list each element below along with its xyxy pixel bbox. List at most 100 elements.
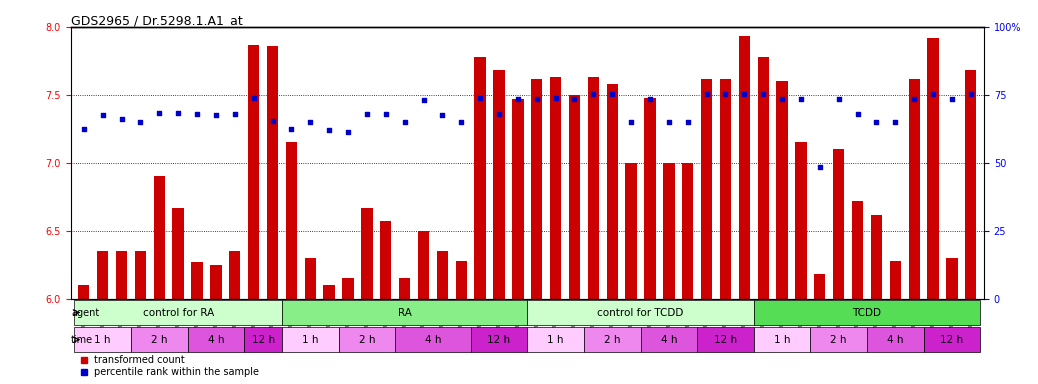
Text: 2 h: 2 h — [830, 335, 847, 345]
Point — [510, 96, 526, 102]
Point — [887, 119, 904, 125]
Bar — [191, 262, 202, 299]
Text: 2 h: 2 h — [604, 335, 621, 345]
Point — [699, 91, 715, 97]
Bar — [754, 300, 980, 325]
Point — [773, 96, 790, 102]
Bar — [172, 208, 184, 299]
Point — [717, 91, 734, 97]
Bar — [754, 328, 811, 352]
Bar — [811, 328, 867, 352]
Point — [660, 119, 677, 125]
Point — [962, 91, 979, 97]
Bar — [267, 46, 278, 299]
Bar — [739, 36, 750, 299]
Text: 12 h: 12 h — [940, 335, 963, 345]
Bar — [131, 328, 188, 352]
Point — [397, 119, 413, 125]
Bar — [188, 328, 244, 352]
Point — [528, 96, 545, 102]
Bar — [701, 79, 712, 299]
Text: 4 h: 4 h — [887, 335, 903, 345]
Bar — [927, 38, 938, 299]
Bar — [338, 328, 395, 352]
Bar — [248, 45, 260, 299]
Point — [113, 116, 130, 122]
Point — [812, 164, 828, 170]
Text: 1 h: 1 h — [547, 335, 564, 345]
Text: TCDD: TCDD — [852, 308, 881, 318]
Text: 2 h: 2 h — [152, 335, 167, 345]
Text: agent: agent — [71, 308, 100, 318]
Bar — [776, 81, 788, 299]
Point — [491, 111, 508, 117]
Point — [472, 94, 489, 101]
Text: 1 h: 1 h — [302, 335, 319, 345]
Bar — [606, 84, 618, 299]
Text: 12 h: 12 h — [488, 335, 511, 345]
Point — [94, 112, 111, 118]
Point — [358, 111, 375, 117]
Text: RA: RA — [398, 308, 412, 318]
Point — [132, 119, 148, 125]
Bar — [890, 261, 901, 299]
Bar — [719, 79, 731, 299]
Text: 4 h: 4 h — [425, 335, 441, 345]
Text: GDS2965 / Dr.5298.1.A1_at: GDS2965 / Dr.5298.1.A1_at — [71, 14, 242, 27]
Point — [151, 109, 167, 116]
Bar — [399, 278, 410, 299]
Bar — [569, 95, 580, 299]
Bar — [871, 215, 882, 299]
Bar — [814, 275, 825, 299]
Bar — [97, 251, 108, 299]
Point — [189, 111, 206, 117]
Text: time: time — [71, 335, 93, 345]
Bar — [116, 251, 128, 299]
Bar — [947, 258, 958, 299]
Bar — [682, 163, 693, 299]
Bar — [304, 258, 316, 299]
Point — [302, 119, 319, 125]
Point — [547, 94, 564, 101]
Point — [453, 119, 469, 125]
Bar — [795, 142, 807, 299]
Bar — [229, 251, 241, 299]
Text: 4 h: 4 h — [660, 335, 677, 345]
Text: 1 h: 1 h — [94, 335, 111, 345]
Point — [906, 96, 923, 102]
Bar — [493, 70, 504, 299]
Bar — [135, 251, 146, 299]
Point — [170, 109, 187, 116]
Point — [623, 119, 639, 125]
Bar — [834, 149, 844, 299]
Bar — [418, 231, 429, 299]
Bar — [282, 328, 338, 352]
Point — [830, 96, 847, 102]
Bar — [75, 300, 282, 325]
Bar — [512, 99, 523, 299]
Point — [434, 112, 450, 118]
Bar — [550, 77, 562, 299]
Bar — [324, 285, 335, 299]
Point — [321, 127, 337, 133]
Point — [604, 91, 621, 97]
Text: 12 h: 12 h — [251, 335, 275, 345]
Bar — [584, 328, 640, 352]
Bar — [78, 285, 89, 299]
Bar — [244, 328, 282, 352]
Bar — [470, 328, 527, 352]
Point — [245, 94, 262, 101]
Bar — [395, 328, 470, 352]
Bar — [645, 98, 656, 299]
Point — [339, 129, 356, 135]
Bar — [474, 57, 486, 299]
Bar — [924, 328, 980, 352]
Point — [208, 112, 224, 118]
Bar — [361, 208, 373, 299]
Point — [415, 97, 432, 103]
Bar — [75, 328, 131, 352]
Point — [378, 111, 394, 117]
Bar — [437, 251, 448, 299]
Point — [736, 91, 753, 97]
Bar — [527, 328, 584, 352]
